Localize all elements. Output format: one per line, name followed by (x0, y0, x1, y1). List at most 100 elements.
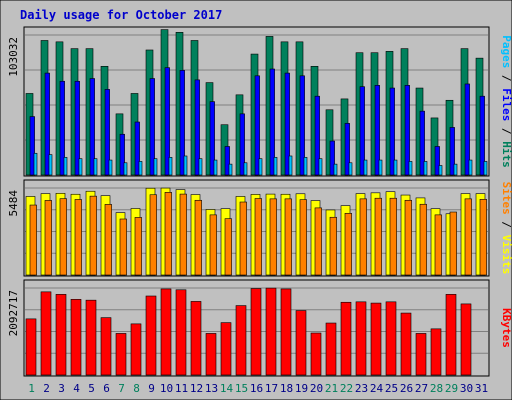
x-tick-label-day-11: 11 (175, 382, 188, 395)
bar-kbytes-day-15 (235, 305, 247, 376)
bar-files-day-5 (89, 78, 95, 176)
bar-sites-day-23 (359, 198, 367, 276)
bar-kbytes-day-4 (70, 299, 82, 376)
bar-pages-day-26 (408, 161, 413, 176)
bar-files-day-8 (134, 121, 140, 176)
x-tick-label-day-7: 7 (118, 382, 125, 395)
x-tick-label-day-25: 25 (385, 382, 398, 395)
bar-pages-day-7 (123, 162, 128, 176)
bar-files-day-16 (254, 75, 260, 176)
legend-item-sites: Sites (500, 182, 512, 215)
bar-sites-day-9 (149, 194, 157, 276)
bar-sites-day-2 (44, 200, 52, 276)
bar-kbytes-day-19 (295, 310, 307, 376)
legend-hits-files-pages: Pages / Files / Hits (500, 35, 512, 168)
x-tick-label-day-29: 29 (445, 382, 458, 395)
x-tick-label-day-30: 30 (460, 382, 473, 395)
bar-files-day-18 (284, 72, 290, 176)
bar-kbytes-day-3 (55, 294, 67, 376)
bar-sites-day-4 (74, 199, 82, 276)
bar-files-day-28 (434, 146, 440, 176)
bar-sites-day-13 (209, 214, 217, 276)
bar-files-day-3 (59, 80, 65, 176)
x-tick-label-day-8: 8 (133, 382, 140, 395)
x-tick-label-day-27: 27 (415, 382, 428, 395)
x-tick-label-day-1: 1 (28, 382, 35, 395)
bar-files-day-19 (299, 75, 305, 176)
bar-pages-day-17 (273, 157, 278, 176)
bar-files-day-26 (404, 85, 410, 176)
bar-pages-day-28 (438, 165, 443, 176)
bar-pages-day-23 (363, 159, 368, 176)
bar-pages-day-27 (423, 161, 428, 176)
bar-sites-day-11 (179, 193, 187, 276)
x-tick-label-day-9: 9 (148, 382, 155, 395)
bar-files-day-29 (449, 127, 455, 176)
x-tick-label-day-5: 5 (88, 382, 95, 395)
bar-kbytes-day-16 (250, 288, 262, 376)
legend-item-files: Files (500, 88, 512, 121)
bar-pages-day-14 (228, 163, 233, 176)
bar-kbytes-day-1 (25, 318, 37, 376)
bar-kbytes-day-14 (220, 322, 232, 376)
bar-files-day-20 (314, 95, 320, 176)
bar-sites-day-25 (389, 197, 397, 276)
bar-kbytes-day-6 (100, 317, 112, 376)
bar-pages-day-16 (258, 158, 263, 176)
bar-sites-day-5 (89, 195, 97, 276)
bar-files-day-12 (194, 79, 200, 176)
x-tick-label-day-2: 2 (43, 382, 50, 395)
bar-sites-day-30 (464, 198, 472, 276)
bar-sites-day-29 (449, 211, 457, 276)
bar-files-day-23 (359, 86, 365, 176)
bar-sites-day-16 (254, 198, 262, 276)
bar-pages-day-22 (348, 162, 353, 176)
legend-item-visits: Visits (500, 235, 512, 275)
bar-sites-day-15 (239, 201, 247, 276)
panel-hits-files-pages: 103032 Pages / Files / Hits (7, 26, 512, 177)
bar-pages-day-12 (198, 158, 203, 176)
bar-files-day-22 (344, 123, 350, 176)
bar-sites-day-14 (224, 218, 232, 276)
bar-sites-day-27 (419, 203, 427, 276)
legend-item-pages: Pages (500, 35, 512, 68)
bar-files-day-7 (119, 133, 125, 176)
bar-pages-day-5 (93, 158, 98, 176)
bar-pages-day-4 (78, 158, 83, 176)
bar-sites-day-31 (479, 199, 487, 276)
bar-kbytes-day-10 (160, 288, 172, 376)
x-tick-label-day-20: 20 (310, 382, 323, 395)
x-tick-label-day-12: 12 (190, 382, 203, 395)
x-tick-label-day-3: 3 (58, 382, 65, 395)
x-tick-label-day-22: 22 (340, 382, 353, 395)
bar-kbytes-day-18 (280, 288, 292, 376)
bar-kbytes-day-11 (175, 289, 187, 376)
legend-kbytes: KBytes (500, 308, 512, 348)
bar-kbytes-day-2 (40, 291, 52, 376)
bar-sites-day-20 (314, 207, 322, 276)
scale-label-hits-files-pages: 103032 (7, 37, 20, 77)
bar-kbytes-day-25 (385, 301, 397, 376)
scale-label-visits-sites: 5484 (7, 190, 20, 217)
bar-pages-day-30 (468, 159, 473, 176)
bar-pages-day-21 (333, 163, 338, 176)
bar-files-day-14 (224, 146, 230, 176)
legend-visits-sites: Sites / Visits (500, 182, 512, 275)
bar-sites-day-10 (164, 192, 172, 276)
bar-pages-day-13 (213, 159, 218, 176)
bar-pages-day-31 (483, 161, 488, 176)
bar-pages-day-18 (288, 155, 293, 176)
bar-files-day-15 (239, 113, 245, 176)
x-tick-label-day-24: 24 (370, 382, 384, 395)
x-tick-label-day-26: 26 (400, 382, 413, 395)
bar-kbytes-day-23 (355, 301, 367, 376)
bar-files-day-2 (44, 72, 50, 176)
bar-files-day-27 (419, 110, 425, 176)
x-tick-label-day-28: 28 (430, 382, 443, 395)
bar-files-day-31 (479, 95, 485, 176)
x-tick-label-day-17: 17 (265, 382, 278, 395)
bar-sites-day-22 (344, 212, 352, 276)
bar-files-day-1 (29, 116, 35, 176)
bar-kbytes-day-30 (460, 303, 472, 376)
